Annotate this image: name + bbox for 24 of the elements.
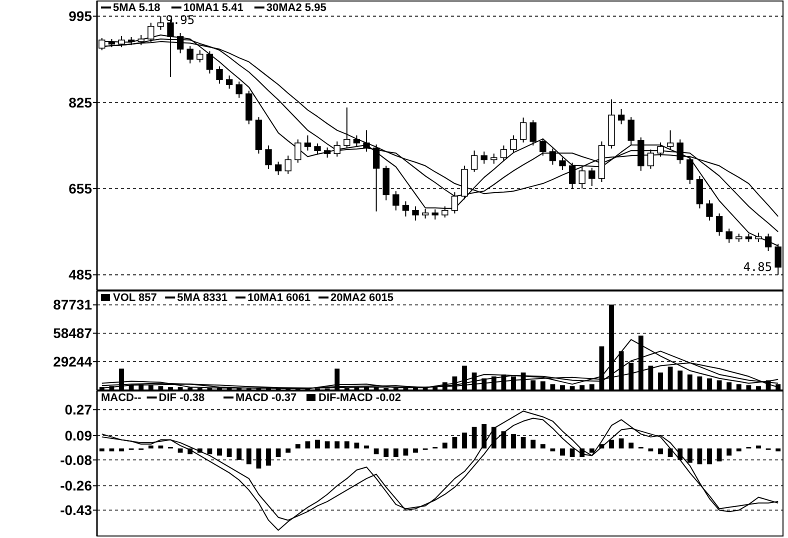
legend-label: 5MA 8331 <box>177 292 228 304</box>
legend-label: 5MA 5.18 <box>113 2 160 14</box>
y-tick-label: 0.09 <box>64 427 92 444</box>
legend-label: 10MA1 6061 <box>248 292 310 304</box>
y-tick-label: 29244 <box>53 354 92 370</box>
legend-label: MACD -0.37 <box>236 392 297 404</box>
y-tick-label: 0.27 <box>64 402 92 418</box>
y-tick-label: -0.26 <box>60 478 92 494</box>
annotation: 4.85 <box>743 260 772 274</box>
y-tick-label: 87731 <box>53 296 92 313</box>
y-tick-label: 485 <box>68 266 92 283</box>
chart-title: MACD-- <box>101 392 142 404</box>
legend-label: VOL 857 <box>113 292 157 304</box>
y-tick-label: 995 <box>68 8 92 24</box>
legend-label: DIF -0.38 <box>158 392 205 404</box>
y-tick-label: 655 <box>68 180 92 196</box>
legend-label: 30MA2 5.95 <box>266 2 326 14</box>
y-tick-label: 825 <box>68 94 92 110</box>
legend-label: 20MA2 6015 <box>330 292 394 304</box>
y-tick-label: 58487 <box>53 325 92 342</box>
y-tick-label: -0.08 <box>60 452 92 468</box>
legend-label: 10MA1 5.41 <box>183 2 244 14</box>
legend-label: DIF-MACD -0.02 <box>318 392 402 404</box>
y-tick-label: -0.43 <box>60 502 92 518</box>
